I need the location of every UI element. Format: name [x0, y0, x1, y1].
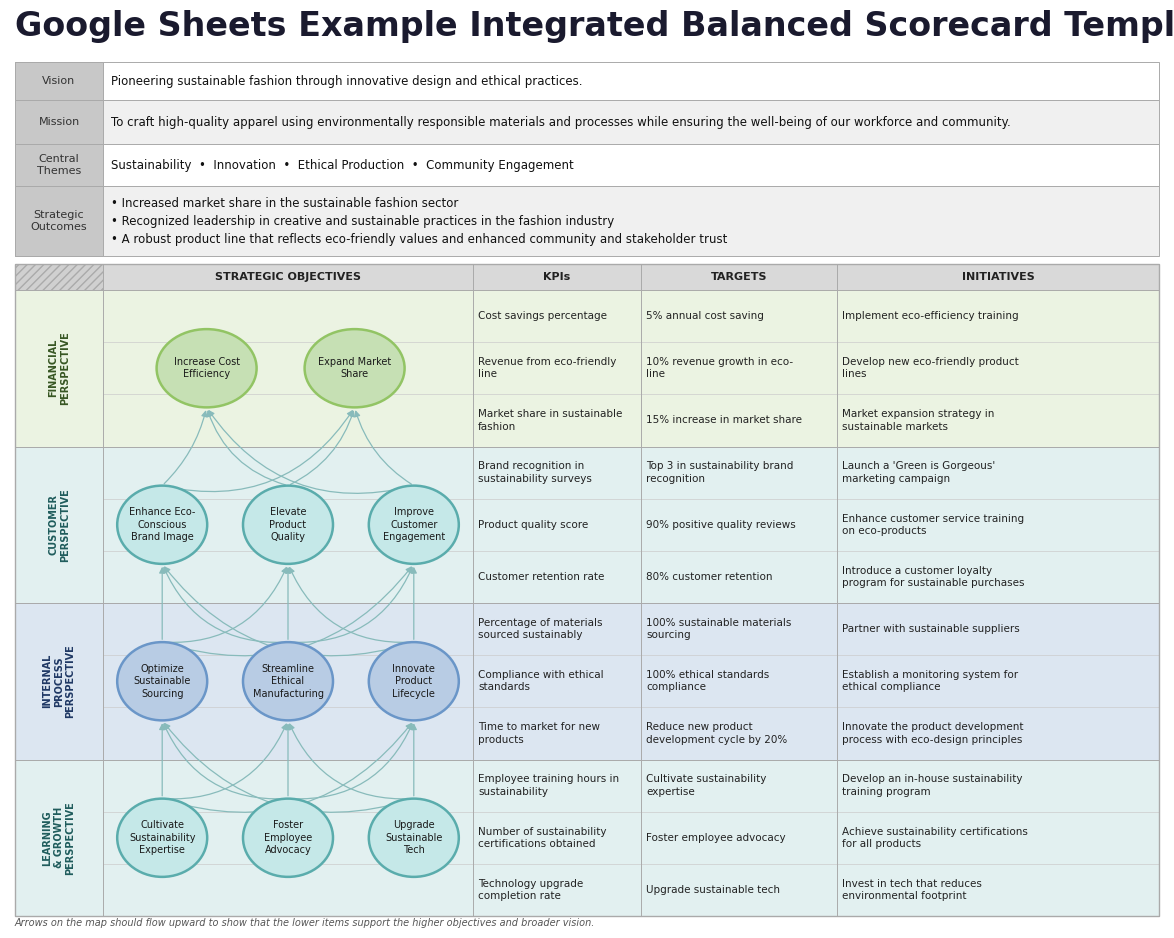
Text: TARGETS: TARGETS	[710, 272, 768, 282]
Text: LEARNING
& GROWTH
PERSPECTIVE: LEARNING & GROWTH PERSPECTIVE	[42, 801, 75, 874]
Ellipse shape	[243, 486, 333, 564]
Text: CUSTOMER
PERSPECTIVE: CUSTOMER PERSPECTIVE	[48, 488, 69, 562]
Bar	[15, 144, 103, 186]
Text: Optimize
Sustainable
Sourcing: Optimize Sustainable Sourcing	[134, 664, 191, 699]
Text: Central
Themes: Central Themes	[36, 154, 81, 175]
Text: FINANCIAL
PERSPECTIVE: FINANCIAL PERSPECTIVE	[48, 331, 69, 405]
Bar	[15, 62, 1159, 100]
Bar	[15, 144, 1159, 186]
Text: Pioneering sustainable fashion through innovative design and ethical practices.: Pioneering sustainable fashion through i…	[112, 74, 582, 87]
Ellipse shape	[304, 329, 405, 407]
Text: Enhance customer service training
on eco-products: Enhance customer service training on eco…	[842, 513, 1024, 536]
Text: 90% positive quality reviews: 90% positive quality reviews	[646, 520, 796, 530]
Text: Mission: Mission	[39, 117, 80, 127]
Bar	[15, 100, 1159, 144]
Text: Time to market for new
products: Time to market for new products	[478, 722, 600, 745]
Text: Google Sheets Example Integrated Balanced Scorecard Template: Google Sheets Example Integrated Balance…	[15, 10, 1174, 43]
Ellipse shape	[243, 643, 333, 720]
Text: Foster
Employee
Advocacy: Foster Employee Advocacy	[264, 821, 312, 855]
Bar	[15, 264, 103, 290]
Text: INTERNAL
PROCESS
PERSPECTIVE: INTERNAL PROCESS PERSPECTIVE	[42, 644, 75, 719]
Bar	[15, 100, 103, 144]
Text: INITIATIVES: INITIATIVES	[962, 272, 1034, 282]
Text: Brand recognition in
sustainability surveys: Brand recognition in sustainability surv…	[478, 461, 592, 484]
Text: Market share in sustainable
fashion: Market share in sustainable fashion	[478, 409, 622, 431]
Text: Streamline
Ethical
Manufacturing: Streamline Ethical Manufacturing	[252, 664, 324, 699]
Text: Elevate
Product
Quality: Elevate Product Quality	[270, 507, 306, 542]
Text: Strategic
Outcomes: Strategic Outcomes	[31, 210, 87, 232]
Bar	[15, 760, 1159, 916]
Text: Innovate the product development
process with eco-design principles: Innovate the product development process…	[842, 722, 1024, 745]
Ellipse shape	[369, 643, 459, 720]
Bar	[15, 446, 1159, 603]
Text: Percentage of materials
sourced sustainably: Percentage of materials sourced sustaina…	[478, 618, 602, 641]
Text: Revenue from eco-friendly
line: Revenue from eco-friendly line	[478, 357, 616, 380]
Text: • Increased market share in the sustainable fashion sector
• Recognized leadersh: • Increased market share in the sustaina…	[112, 196, 728, 246]
Ellipse shape	[369, 798, 459, 877]
Bar	[15, 264, 1159, 290]
Text: Upgrade sustainable tech: Upgrade sustainable tech	[646, 885, 780, 895]
Text: Establish a monitoring system for
ethical compliance: Establish a monitoring system for ethica…	[842, 670, 1018, 692]
Ellipse shape	[156, 329, 257, 407]
Text: 5% annual cost saving: 5% annual cost saving	[646, 311, 764, 321]
Text: Sustainability  •  Innovation  •  Ethical Production  •  Community Engagement: Sustainability • Innovation • Ethical Pr…	[112, 159, 574, 172]
Bar	[15, 290, 1159, 446]
Bar	[15, 264, 1159, 916]
Ellipse shape	[243, 798, 333, 877]
Text: Customer retention rate: Customer retention rate	[478, 572, 605, 582]
Text: Achieve sustainability certifications
for all products: Achieve sustainability certifications fo…	[842, 826, 1028, 849]
Text: Innovate
Product
Lifecycle: Innovate Product Lifecycle	[392, 664, 436, 699]
Text: KPIs: KPIs	[544, 272, 571, 282]
Text: Vision: Vision	[42, 76, 75, 86]
Bar	[15, 62, 103, 100]
Text: Employee training hours in
sustainability: Employee training hours in sustainabilit…	[478, 775, 619, 796]
Bar	[15, 186, 1159, 256]
Text: Invest in tech that reduces
environmental footprint: Invest in tech that reduces environmenta…	[842, 879, 981, 901]
Text: 100% sustainable materials
sourcing: 100% sustainable materials sourcing	[646, 618, 791, 641]
Text: Product quality score: Product quality score	[478, 520, 588, 530]
Text: Increase Cost
Efficiency: Increase Cost Efficiency	[174, 357, 239, 380]
Text: Launch a 'Green is Gorgeous'
marketing campaign: Launch a 'Green is Gorgeous' marketing c…	[842, 461, 996, 484]
Text: 100% ethical standards
compliance: 100% ethical standards compliance	[646, 670, 769, 692]
Text: Reduce new product
development cycle by 20%: Reduce new product development cycle by …	[646, 722, 788, 745]
Text: Cultivate
Sustainability
Expertise: Cultivate Sustainability Expertise	[129, 821, 195, 855]
Text: Top 3 in sustainability brand
recognition: Top 3 in sustainability brand recognitio…	[646, 461, 794, 484]
Bar	[15, 186, 103, 256]
Text: Develop an in-house sustainability
training program: Develop an in-house sustainability train…	[842, 775, 1023, 796]
Text: Technology upgrade
completion rate: Technology upgrade completion rate	[478, 879, 583, 901]
Text: Partner with sustainable suppliers: Partner with sustainable suppliers	[842, 624, 1020, 634]
Text: STRATEGIC OBJECTIVES: STRATEGIC OBJECTIVES	[215, 272, 360, 282]
Text: To craft high-quality apparel using environmentally responsible materials and pr: To craft high-quality apparel using envi…	[112, 115, 1011, 129]
Ellipse shape	[369, 486, 459, 564]
Text: Introduce a customer loyalty
program for sustainable purchases: Introduce a customer loyalty program for…	[842, 566, 1025, 588]
Ellipse shape	[117, 643, 207, 720]
Text: Cultivate sustainability
expertise: Cultivate sustainability expertise	[646, 775, 767, 796]
Text: Foster employee advocacy: Foster employee advocacy	[646, 833, 785, 842]
Text: Enhance Eco-
Conscious
Brand Image: Enhance Eco- Conscious Brand Image	[129, 507, 195, 542]
Text: Improve
Customer
Engagement: Improve Customer Engagement	[383, 507, 445, 542]
Text: 10% revenue growth in eco-
line: 10% revenue growth in eco- line	[646, 357, 794, 380]
Text: Number of sustainability
certifications obtained: Number of sustainability certifications …	[478, 826, 607, 849]
Text: Market expansion strategy in
sustainable markets: Market expansion strategy in sustainable…	[842, 409, 994, 431]
Ellipse shape	[117, 798, 207, 877]
Bar	[15, 603, 1159, 760]
Text: Develop new eco-friendly product
lines: Develop new eco-friendly product lines	[842, 357, 1019, 380]
Text: Cost savings percentage: Cost savings percentage	[478, 311, 607, 321]
Text: 15% increase in market share: 15% increase in market share	[646, 416, 802, 426]
Text: Expand Market
Share: Expand Market Share	[318, 357, 391, 380]
Text: Compliance with ethical
standards: Compliance with ethical standards	[478, 670, 603, 692]
Text: Arrows on the map should flow upward to show that the lower items support the hi: Arrows on the map should flow upward to …	[15, 918, 595, 928]
Text: Implement eco-efficiency training: Implement eco-efficiency training	[842, 311, 1019, 321]
Text: Upgrade
Sustainable
Tech: Upgrade Sustainable Tech	[385, 821, 443, 855]
Ellipse shape	[117, 486, 207, 564]
Text: 80% customer retention: 80% customer retention	[646, 572, 772, 582]
